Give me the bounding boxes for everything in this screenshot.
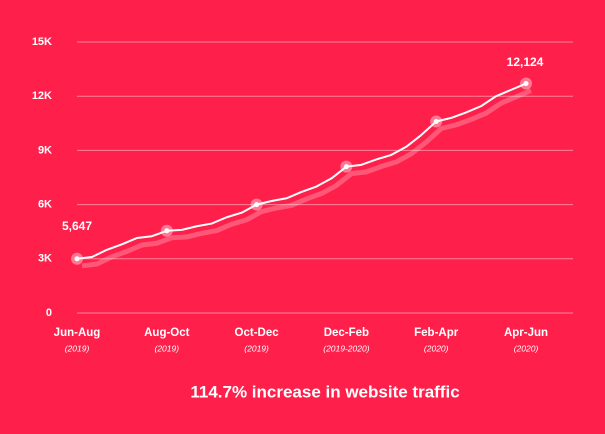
x-tick-label: Aug-Oct — [144, 327, 190, 339]
point — [433, 118, 439, 124]
x-tick-sublabel: (2019) — [65, 343, 90, 353]
chart-title: 114.7% increase in website traffic — [190, 382, 459, 401]
line-shadow — [81, 88, 532, 269]
line-shadow-group — [81, 88, 532, 269]
y-tick-label: 0 — [46, 307, 52, 319]
point — [523, 81, 529, 87]
x-tick-label: Dec-Feb — [324, 327, 369, 339]
y-tick-label: 6K — [38, 199, 52, 211]
point — [343, 164, 349, 170]
x-tick-sublabel: (2019) — [155, 343, 180, 353]
x-tick-sublabel: (2020) — [424, 343, 449, 353]
x-tick-label: Apr-Jun — [504, 327, 548, 339]
y-tick-label: 12K — [32, 90, 52, 102]
x-tick-label: Oct-Dec — [235, 327, 280, 339]
y-tick-label: 3K — [38, 253, 52, 265]
line — [76, 82, 527, 260]
annotation: 5,647 — [62, 219, 92, 233]
point — [164, 228, 170, 234]
point — [254, 202, 260, 208]
x-tick-sublabel: (2020) — [514, 343, 539, 353]
x-tick-label: Feb-Apr — [414, 327, 459, 339]
y-tick-label: 9K — [38, 144, 52, 156]
annotation: 12,124 — [507, 55, 544, 69]
point — [74, 256, 80, 262]
x-tick-sublabel: (2019-2020) — [323, 343, 369, 353]
x-tick-sublabel: (2019) — [244, 343, 269, 353]
x-tick-label: Jun-Aug — [54, 327, 101, 339]
y-tick-label: 15K — [32, 36, 52, 48]
